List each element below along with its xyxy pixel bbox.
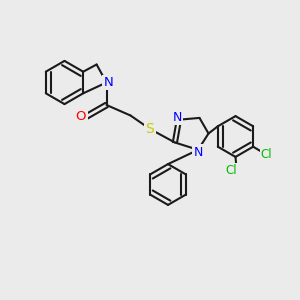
Text: O: O bbox=[76, 110, 86, 124]
Text: N: N bbox=[173, 111, 182, 124]
Text: N: N bbox=[194, 146, 203, 159]
Text: S: S bbox=[146, 122, 154, 136]
Text: N: N bbox=[104, 76, 113, 89]
Text: Cl: Cl bbox=[225, 164, 237, 177]
Text: Cl: Cl bbox=[261, 148, 272, 161]
